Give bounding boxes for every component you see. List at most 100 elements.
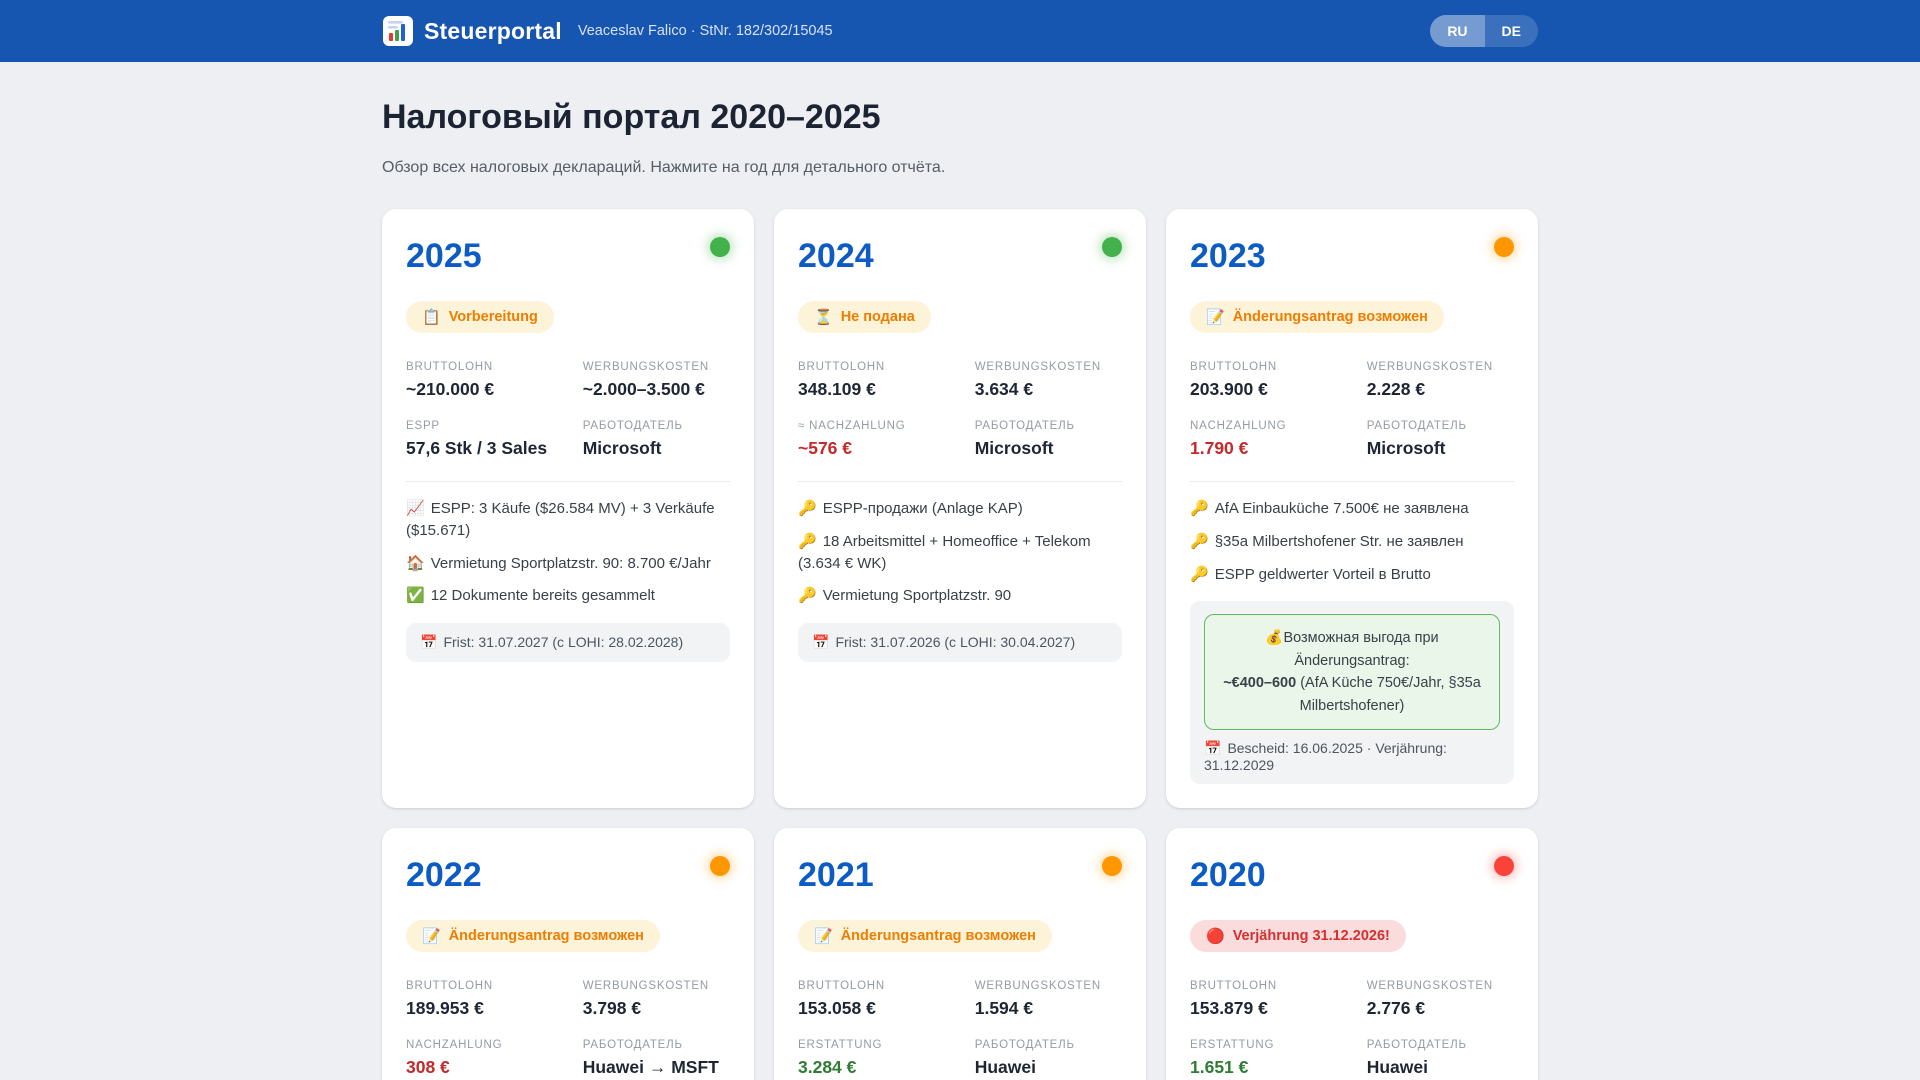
benefit-title-text: Возможная выгода при Änderungsantrag: [1283, 630, 1439, 669]
stat: РАБОТОДАТЕЛЬ Huawei → MSFT [583, 1039, 730, 1078]
status-badge: 📝 Änderungsantrag возможен [1190, 301, 1444, 333]
red-circle-icon: 🔴 [1206, 928, 1225, 946]
benefit-box: 💰Возможная выгода при Änderungsantrag: ~… [1204, 614, 1500, 731]
status-dot [1494, 237, 1514, 257]
list-item: 🔑 18 Arbeitsmittel + Homeoffice + Telekom… [798, 531, 1122, 575]
year-card-2025[interactable]: 2025 📋 Vorbereitung BRUTTOLOHN ~210.000 … [382, 209, 754, 809]
year-label: 2023 [1190, 237, 1266, 275]
stat-label: РАБОТОДАТЕЛЬ [582, 1039, 683, 1052]
stat: РАБОТОДАТЕЛЬ Microsoft [583, 420, 730, 459]
list-item: 🔑 ESPP geldwerter Vorteil в Brutto [1190, 564, 1514, 586]
list-item: ✅ 12 Dokumente bereits gesammelt [406, 585, 730, 607]
list-item: 🔑 ESPP-продажи (Anlage KAP) [798, 498, 1122, 520]
stat: NACHZAHLUNG 308 € [406, 1039, 583, 1078]
calendar-icon: 📅 [1204, 740, 1222, 757]
stat-value: 3.798 € [582, 998, 642, 1019]
stat-value: Huawei [1366, 1057, 1428, 1078]
page-subtitle: Обзор всех налоговых деклараций. Нажмите… [382, 159, 946, 176]
stat: BRUTTOLOHN 189.953 € [406, 980, 583, 1019]
chart-increasing-icon: 📈 [406, 500, 425, 517]
stat: ESPP 57,6 Stk / 3 Sales [406, 420, 583, 459]
stat-value: ~576 € [798, 438, 853, 458]
list-item: 🏠 Vermietung Sportplatzstr. 90: 8.700 €/J… [406, 553, 730, 575]
stat-label: РАБОТОДАТЕЛЬ [974, 420, 1075, 432]
stat-label: ESPP [406, 420, 440, 432]
stat: BRUTTOLOHN 348.109 € [798, 361, 975, 400]
stat-value: 153.879 € [1190, 998, 1268, 1019]
benefit-detail: ~€400–600 (AfA Küche 750€/Jahr, §35a Mil… [1223, 672, 1481, 717]
key-icon: 🔑 [1190, 532, 1209, 550]
stat: РАБОТОДАТЕЛЬ Huawei [975, 1039, 1122, 1078]
deadline-note: 📅 Bescheid: 16.06.2025 · Verjährung: 31.1… [1204, 740, 1500, 773]
stat-value: Microsoft [1366, 438, 1446, 458]
list-item-text: 12 Dokumente bereits gesammelt [430, 587, 655, 605]
stat-value: 1.790 € [1190, 438, 1249, 458]
stat: РАБОТОДАТЕЛЬ Microsoft [1367, 420, 1514, 459]
deadline-panel: 📅 Frist: 31.07.2026 (с LOHI: 30.04.2027) [798, 623, 1122, 662]
money-bag-icon: 💰 [1265, 630, 1284, 647]
stats-grid: BRUTTOLOHN 203.900 € WERBUNGSKOSTEN 2.22… [1190, 361, 1514, 459]
app-header: Steuerportal Veaceslav Falico · StNr. 18… [0, 0, 1920, 62]
year-card-2020[interactable]: 2020 🔴 Verjährung 31.12.2026! BRUTTOLOHN… [1166, 828, 1538, 1080]
status-badge-label: Verjährung 31.12.2026! [1232, 928, 1390, 945]
stat: ERSTATTUNG 3.284 € [798, 1039, 975, 1078]
stat-label: BRUTTOLOHN [1190, 980, 1278, 993]
stat-value: ~210.000 € [406, 379, 495, 399]
stat-label: WERBUNGSKOSTEN [974, 361, 1101, 373]
stat-value: ~2.000–3.500 € [582, 379, 705, 399]
status-dot [1102, 856, 1122, 877]
stat-label: WERBUNGSKOSTEN [582, 361, 709, 373]
stat: BRUTTOLOHN ~210.000 € [406, 361, 583, 400]
list-item: 🔑 Vermietung Sportplatzstr. 90 [798, 585, 1122, 607]
page-title: Налоговый портал 2020–2025 [382, 98, 881, 136]
status-dot [1102, 237, 1122, 257]
stats-grid: BRUTTOLOHN 189.953 € WERBUNGSKOSTEN 3.79… [406, 980, 730, 1078]
stat-label: WERBUNGSKOSTEN [1366, 361, 1493, 373]
stat-label: BRUTTOLOHN [406, 980, 494, 993]
user-info: Veaceslav Falico · StNr. 182/302/15045 [577, 23, 833, 39]
stat-value: 189.953 € [406, 998, 484, 1019]
status-badge-label: Vorbereitung [448, 309, 538, 325]
key-icon: 🔑 [1190, 565, 1209, 583]
item-list: 🔑 AfA Einbauküche 7.500€ не заявлена 🔑 §35… [1190, 498, 1514, 585]
year-label: 2021 [798, 856, 874, 895]
calendar-icon: 📅 [420, 634, 438, 650]
deadline-note: 📅 Frist: 31.07.2026 (с LOHI: 30.04.2027) [812, 634, 1108, 651]
stat-label: NACHZAHLUNG [406, 1039, 503, 1052]
benefit-amount: ~€400–600 [1223, 675, 1297, 692]
stat-label: РАБОТОДАТЕЛЬ [582, 420, 683, 432]
key-icon: 🔑 [798, 500, 817, 517]
lang-de-button[interactable]: DE [1485, 15, 1538, 47]
year-card-2021[interactable]: 2021 📝 Änderungsantrag возможен BRUTTOLO… [774, 828, 1146, 1080]
year-card-2023[interactable]: 2023 📝 Änderungsantrag возможен BRUTTOLO… [1166, 209, 1538, 809]
stat-value: Huawei → MSFT [582, 1057, 719, 1078]
stats-grid: BRUTTOLOHN 153.879 € WERBUNGSKOSTEN 2.77… [1190, 980, 1514, 1078]
memo-icon: 📝 [1206, 309, 1225, 326]
year-card-2024[interactable]: 2024 ⏳ Не подана BRUTTOLOHN 348.109 € WE… [774, 209, 1146, 809]
year-label: 2020 [1190, 856, 1266, 895]
stat: WERBUNGSKOSTEN ~2.000–3.500 € [583, 361, 730, 400]
lang-ru-button[interactable]: RU [1430, 15, 1485, 47]
list-item-text: ESPP-продажи (Anlage KAP) [822, 500, 1023, 517]
status-dot [710, 856, 730, 877]
key-icon: 🔑 [1190, 500, 1209, 517]
stat-value: 348.109 € [798, 379, 876, 399]
language-toggle: RU DE [1430, 15, 1538, 47]
status-badge: 📝 Änderungsantrag возможен [798, 920, 1052, 953]
stat: ≈ NACHZAHLUNG ~576 € [798, 420, 975, 459]
stats-grid: BRUTTOLOHN 153.058 € WERBUNGSKOSTEN 1.59… [798, 980, 1122, 1078]
year-label: 2025 [406, 237, 482, 275]
status-badge: 📝 Änderungsantrag возможен [406, 920, 660, 953]
list-item-text: ESPP geldwerter Vorteil в Brutto [1214, 565, 1431, 583]
house-icon: 🏠 [406, 554, 425, 572]
deadline-panel: 💰Возможная выгода при Änderungsantrag: ~… [1190, 601, 1514, 785]
stat: WERBUNGSKOSTEN 3.798 € [583, 980, 730, 1019]
divider [798, 481, 1122, 482]
status-badge: 🔴 Verjährung 31.12.2026! [1190, 920, 1406, 953]
stat-value: 57,6 Stk / 3 Sales [406, 438, 548, 458]
year-card-2022[interactable]: 2022 📝 Änderungsantrag возможен BRUTTOLO… [382, 828, 754, 1080]
deadline-note: 📅 Frist: 31.07.2027 (с LOHI: 28.02.2028) [420, 634, 716, 651]
stat-value: 2.228 € [1366, 379, 1426, 399]
list-item: 🔑 §35a Milbertshofener Str. не заявлен [1190, 531, 1514, 553]
year-label: 2022 [406, 856, 482, 895]
